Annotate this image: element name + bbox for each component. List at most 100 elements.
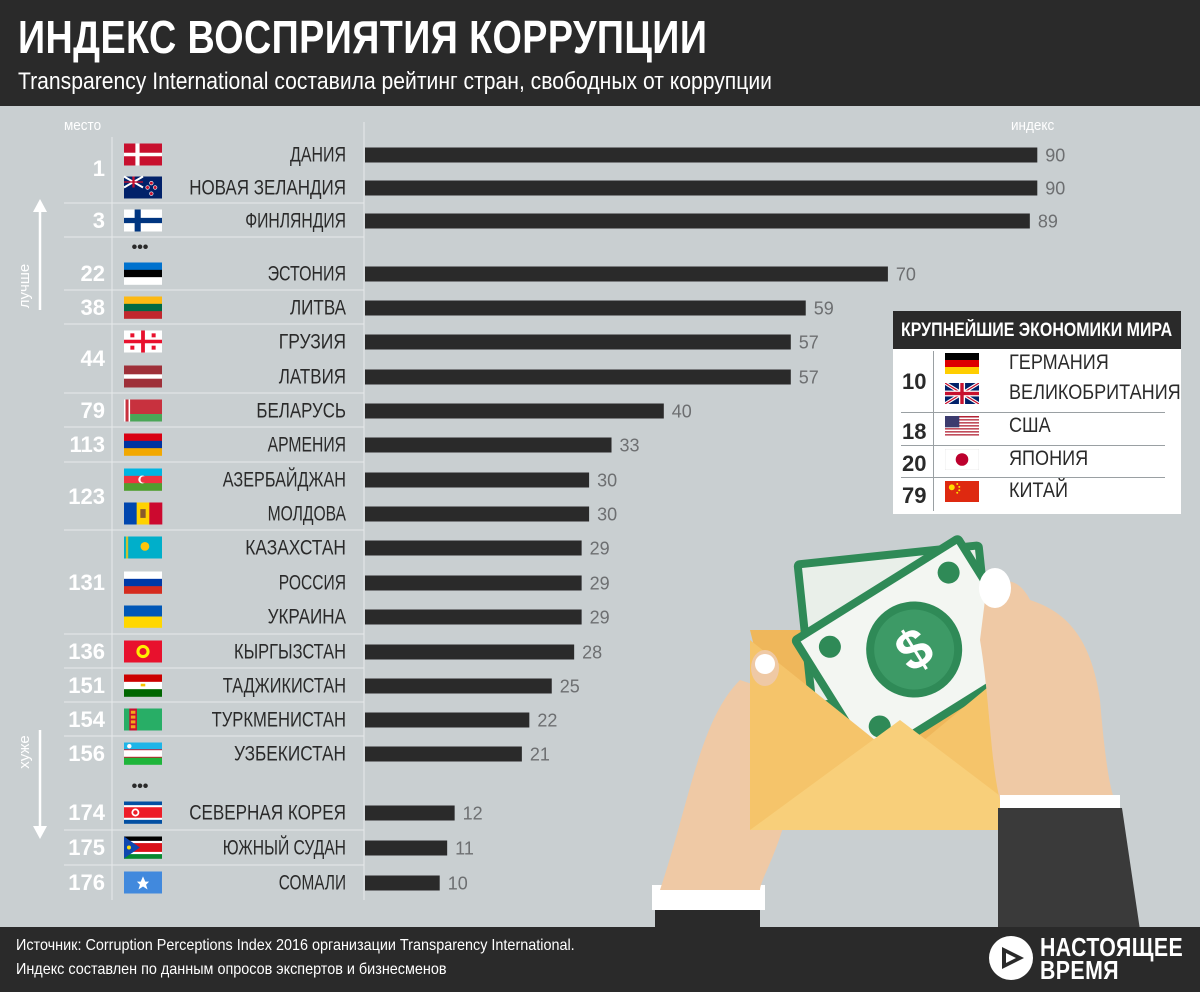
country-label: ФИНЛЯНДИЯ — [245, 210, 346, 233]
somalia-flag-icon — [124, 871, 162, 894]
rank-label: 22 — [81, 261, 105, 286]
bar — [365, 300, 806, 316]
bar — [365, 369, 791, 385]
logo-text-line1: НАСТОЯЩЕЕ — [1040, 932, 1184, 962]
better-arrow — [33, 199, 47, 310]
country-label: МОЛДОВА — [268, 503, 346, 526]
source-note-line2: Индекс составлен по данным опросов экспе… — [16, 961, 447, 978]
value-label: 29 — [590, 608, 610, 628]
economy-row-divider — [901, 445, 1165, 446]
value-label: 57 — [799, 333, 819, 353]
economy-rank: 20 — [902, 451, 927, 476]
value-label: 90 — [1045, 146, 1065, 166]
turkmenistan-flag-icon — [124, 708, 162, 731]
georgia-flag-icon — [124, 330, 162, 353]
finland-flag-icon — [124, 209, 162, 232]
rank-label: 1 — [93, 156, 105, 181]
country-label: КАЗАХСТАН — [245, 537, 346, 560]
bar — [365, 266, 888, 282]
value-label: 29 — [590, 539, 610, 559]
economy-row-divider — [901, 412, 1165, 413]
bar — [365, 213, 1030, 229]
japan-flag-icon — [945, 449, 979, 470]
rank-label: 151 — [68, 673, 105, 698]
south-sudan-flag-icon — [124, 836, 162, 859]
bar — [365, 644, 575, 660]
germany-flag-icon — [945, 353, 979, 374]
worse-arrow — [33, 730, 47, 839]
rank-label: 38 — [81, 295, 105, 320]
largest-economies-panel: КРУПНЕЙШИЕ ЭКОНОМИКИ МИРА ГЕРМАНИЯ 10 ВЕЛИ… — [893, 311, 1181, 514]
header-bar: ИНДЕКС ВОСПРИЯТИЯ КОРРУПЦИИ Transparency… — [0, 0, 1200, 106]
rank-label: 113 — [70, 432, 106, 457]
value-label: 33 — [620, 436, 640, 456]
bar — [365, 875, 440, 891]
country-label: ГРУЗИЯ — [279, 331, 346, 354]
country-label: ТУРКМЕНИСТАН — [212, 709, 346, 732]
rank-label: 174 — [68, 800, 105, 825]
estonia-flag-icon — [124, 262, 162, 285]
country-label: ЭСТОНИЯ — [268, 263, 346, 286]
economy-name: ЯПОНИЯ — [1009, 447, 1089, 470]
economy-name: США — [1009, 414, 1051, 437]
country-label: УЗБЕКИСТАН — [234, 743, 346, 766]
uk-flag-icon — [945, 383, 979, 404]
value-label: 21 — [530, 745, 550, 765]
new-zealand-flag-icon — [123, 175, 162, 199]
russia-flag-icon — [124, 571, 162, 594]
value-label: 25 — [560, 677, 580, 697]
tajikistan-flag-icon — [124, 674, 162, 697]
bar — [365, 540, 582, 556]
bar — [365, 678, 552, 694]
economy-row-divider — [901, 477, 1165, 478]
rank-label: 136 — [68, 639, 105, 664]
country-label: НОВАЯ ЗЕЛАНДИЯ — [189, 177, 346, 200]
rank-label: 175 — [68, 835, 105, 860]
bar — [365, 506, 590, 522]
worse-label: хуже — [16, 735, 33, 769]
country-label: ДАНИЯ — [290, 144, 346, 167]
country-label: ЮЖНЫЙ СУДАН — [223, 836, 346, 860]
lithuania-flag-icon — [124, 296, 162, 319]
economy-rank: 10 — [902, 369, 927, 394]
page-subtitle: Transparency International составила рей… — [18, 68, 772, 95]
ellipsis-bottom: ••• — [132, 778, 149, 795]
bar — [365, 403, 664, 419]
chart-area: лучше хуже ••• ••• ДАНИЯ 90 1 НОВАЯ ЗЕЛАНДИ… — [16, 122, 1140, 927]
value-label: 28 — [582, 643, 602, 663]
rank-label: 176 — [68, 870, 105, 895]
bar — [365, 805, 455, 821]
ukraine-flag-icon — [124, 605, 162, 628]
page-title: ИНДЕКС ВОСПРИЯТИЯ КОРРУПЦИИ — [18, 11, 708, 63]
country-label: АРМЕНИЯ — [268, 434, 346, 457]
value-label: 70 — [896, 265, 916, 285]
country-label: БЕЛАРУСЬ — [256, 400, 346, 423]
moldova-flag-icon — [124, 502, 163, 525]
kazakhstan-flag-icon — [124, 536, 162, 559]
logo-play-icon — [989, 936, 1033, 980]
country-label: СЕВЕРНАЯ КОРЕЯ — [189, 802, 346, 825]
better-label: лучше — [16, 264, 33, 308]
value-label: 29 — [590, 574, 610, 594]
usa-flag-icon — [945, 416, 979, 437]
nastoyashchee-vremya-logo: НАСТОЯЩЕЕ ВРЕМЯ — [988, 932, 1188, 985]
economy-rank: 79 — [902, 483, 927, 508]
bar — [365, 180, 1038, 196]
country-label: РОССИЯ — [279, 572, 346, 595]
economy-rank: 18 — [902, 419, 927, 444]
bar — [365, 147, 1038, 163]
economy-name: ГЕРМАНИЯ — [1009, 351, 1109, 374]
logo-text-line2: ВРЕМЯ — [1040, 955, 1119, 985]
belarus-flag-icon — [124, 399, 162, 422]
country-label: СОМАЛИ — [279, 872, 346, 895]
value-label: 30 — [597, 505, 617, 525]
source-note-line1: Источник: Corruption Perceptions Index 2… — [16, 937, 575, 954]
kyrgyzstan-flag-icon — [124, 640, 162, 663]
value-label: 59 — [814, 299, 834, 319]
index-column-label: индекс — [1011, 117, 1055, 134]
bar — [365, 334, 791, 350]
value-label: 22 — [537, 711, 557, 731]
value-label: 30 — [597, 471, 617, 491]
china-flag-icon — [945, 481, 979, 502]
rank-label: 131 — [68, 570, 105, 595]
